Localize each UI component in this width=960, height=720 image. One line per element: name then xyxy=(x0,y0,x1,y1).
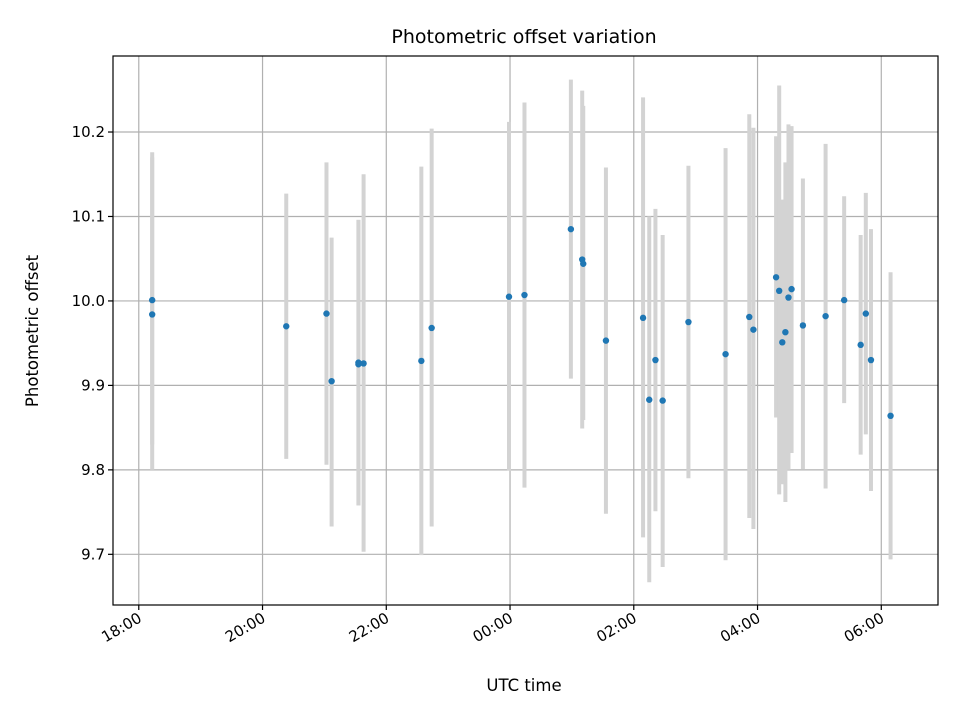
data-point xyxy=(840,296,848,304)
y-tick-label: 9.9 xyxy=(81,376,105,394)
data-point xyxy=(148,311,156,318)
data-point xyxy=(148,296,156,304)
data-point xyxy=(750,326,757,333)
data-point xyxy=(323,310,330,317)
data-point xyxy=(746,313,753,321)
data-point xyxy=(862,310,870,317)
data-point xyxy=(799,322,807,329)
data-point xyxy=(822,312,829,320)
y-tick-label: 10.0 xyxy=(72,292,105,310)
data-point xyxy=(685,318,692,326)
data-point xyxy=(857,341,864,349)
data-point xyxy=(782,328,789,336)
chart-title: Photometric offset variation xyxy=(391,26,656,48)
y-tick-label: 10.2 xyxy=(72,123,105,141)
data-point xyxy=(775,287,783,295)
data-point xyxy=(887,412,894,420)
data-point xyxy=(328,377,335,385)
data-point xyxy=(639,314,647,322)
data-point xyxy=(867,356,875,364)
data-point xyxy=(722,350,729,358)
y-axis-label: Photometric offset xyxy=(23,254,42,407)
data-point xyxy=(602,337,610,344)
y-tick-label: 9.7 xyxy=(81,545,105,563)
data-point xyxy=(567,225,575,233)
data-point xyxy=(418,357,425,365)
data-point xyxy=(779,339,786,346)
data-point xyxy=(788,285,795,293)
data-point xyxy=(428,324,435,332)
x-axis-label: UTC time xyxy=(486,676,561,695)
data-point xyxy=(521,291,528,299)
plot-frame xyxy=(112,55,939,606)
points xyxy=(148,225,894,420)
data-point xyxy=(360,360,367,367)
data-point xyxy=(283,323,290,330)
data-point xyxy=(355,361,362,368)
data-point xyxy=(659,397,666,404)
data-point xyxy=(505,293,513,300)
data-point xyxy=(785,294,792,301)
y-tick-label: 9.8 xyxy=(81,461,105,479)
data-point xyxy=(652,356,659,364)
y-axis: 9.7 9.8 9.9 10.0 10.1 10.2 xyxy=(72,123,113,563)
data-point xyxy=(646,396,653,403)
data-point xyxy=(580,260,587,267)
y-tick-label: 10.1 xyxy=(72,207,105,225)
data-point xyxy=(772,274,780,281)
